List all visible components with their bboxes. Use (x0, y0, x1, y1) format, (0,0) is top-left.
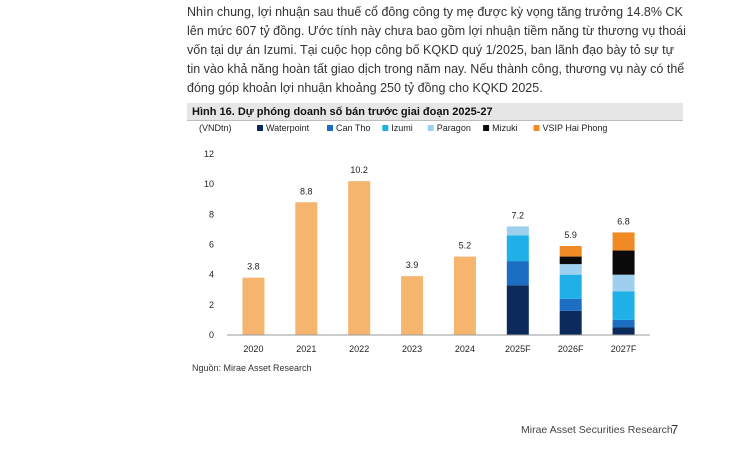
legend-label: Paragon (437, 123, 471, 133)
bar-segment-paragon-2025F (506, 226, 529, 236)
bar-segment-mizuki-2027F (612, 250, 635, 275)
bar-segment-paragon-2026F (559, 264, 582, 275)
bar-2022 (348, 181, 371, 335)
data-label: 5.2 (459, 241, 472, 251)
data-label: 3.9 (406, 260, 419, 270)
y-tick-label: 0 (209, 330, 214, 340)
y-tick-label: 12 (204, 149, 214, 159)
x-tick-label: 2025F (505, 344, 531, 354)
legend-label: Waterpoint (266, 123, 310, 133)
bar-segment-waterpoint-2026F (559, 310, 582, 335)
sales-forecast-chart: (VNDtn) Waterpoint Can Tho Izumi Paragon Miz… (199, 123, 650, 354)
legend-swatch (257, 125, 263, 131)
legend: Waterpoint Can Tho Izumi Paragon Mizuki VSIP … (257, 123, 607, 133)
source-note: Nguồn: Mirae Asset Research (192, 363, 312, 373)
bar-segment-can-tho-2027F (612, 319, 635, 328)
legend-swatch (427, 125, 434, 131)
page-number: 7 (671, 422, 679, 437)
bar-segment-izumi-2025F (506, 235, 529, 262)
footer-text: Mirae Asset Securities Research (521, 424, 673, 436)
legend-swatch (327, 125, 333, 131)
bar-segment-waterpoint-2025F (506, 285, 529, 335)
bar-segment-can-tho-2026F (559, 298, 582, 311)
bar-segment-vsip-hai-phong-2026F (559, 246, 582, 257)
legend-swatch (382, 125, 389, 131)
legend-label: Izumi (391, 123, 413, 133)
x-axis: 2020 2021 2022 2023 2024 2025F 2026F 2027F (227, 334, 650, 354)
x-tick-label: 2023 (402, 344, 422, 354)
figure-title: Hình 16. Dự phóng doanh số bán trước gia… (187, 103, 683, 121)
bar-segment-vsip-hai-phong-2027F (612, 232, 635, 251)
data-label: 5.9 (564, 230, 577, 240)
legend-label: Mizuki (492, 123, 518, 133)
data-label: 3.8 (247, 262, 260, 272)
bar-segment-can-tho-2025F (506, 261, 529, 286)
bar-segment-paragon-2027F (612, 274, 635, 292)
y-axis: 0 2 4 6 8 10 12 (204, 149, 214, 340)
bar-segment-waterpoint-2027F (612, 327, 635, 335)
x-tick-label: 2026F (558, 344, 584, 354)
y-tick-label: 4 (209, 270, 214, 280)
x-tick-label: 2020 (243, 344, 263, 354)
legend-swatch (533, 125, 540, 131)
data-label: 7.2 (512, 210, 525, 220)
data-label: 6.8 (617, 216, 630, 226)
data-label: 8.8 (300, 186, 313, 196)
legend-label: VSIP Hai Phong (543, 123, 608, 133)
bar-2021 (295, 202, 318, 335)
body-paragraph: Nhìn chung, lợi nhuận sau thuế cổ đông c… (187, 5, 686, 95)
legend-label: Can Tho (336, 123, 370, 133)
legend-swatch (483, 125, 490, 131)
y-tick-label: 10 (204, 179, 214, 189)
bar-2020 (242, 277, 265, 335)
y-tick-label: 2 (209, 300, 214, 310)
bar-segment-izumi-2026F (559, 274, 582, 299)
bars: 3.8 8.8 10.2 3.9 5.2 7.2 5.9 6.8 (242, 165, 635, 335)
bar-2024 (453, 256, 476, 335)
data-label: 10.2 (350, 165, 368, 175)
bar-segment-izumi-2027F (612, 291, 635, 320)
bar-segment-mizuki-2026F (559, 256, 582, 265)
x-tick-label: 2024 (455, 344, 475, 354)
y-tick-label: 6 (209, 240, 214, 250)
y-tick-label: 8 (209, 209, 214, 219)
x-tick-label: 2022 (349, 344, 369, 354)
bar-2023 (401, 276, 424, 335)
x-tick-label: 2027F (611, 344, 637, 354)
x-tick-label: 2021 (296, 344, 316, 354)
unit-label: (VNDtn) (199, 123, 232, 133)
